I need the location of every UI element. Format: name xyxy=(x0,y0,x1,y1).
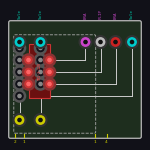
Text: BRA: BRA xyxy=(84,11,87,19)
Circle shape xyxy=(34,54,47,66)
Circle shape xyxy=(34,36,47,48)
Text: TQ1-3-12V: TQ1-3-12V xyxy=(37,61,41,80)
Circle shape xyxy=(22,78,35,90)
Circle shape xyxy=(18,118,21,122)
Text: FLIP: FLIP xyxy=(99,9,102,19)
Circle shape xyxy=(39,40,42,44)
Circle shape xyxy=(43,78,56,90)
Text: 2: 2 xyxy=(14,140,16,144)
Circle shape xyxy=(84,40,87,44)
Circle shape xyxy=(16,92,23,100)
Text: Sole: Sole xyxy=(39,9,42,19)
Circle shape xyxy=(18,46,21,50)
Circle shape xyxy=(39,46,42,50)
Circle shape xyxy=(18,94,21,98)
Circle shape xyxy=(39,70,42,74)
Circle shape xyxy=(81,38,90,46)
Circle shape xyxy=(39,58,42,62)
Circle shape xyxy=(22,66,35,78)
Circle shape xyxy=(37,80,44,88)
Circle shape xyxy=(37,44,44,52)
Circle shape xyxy=(18,40,21,44)
Circle shape xyxy=(48,70,51,74)
Circle shape xyxy=(48,82,51,86)
Circle shape xyxy=(25,56,32,64)
Circle shape xyxy=(13,78,26,90)
Text: 1: 1 xyxy=(23,140,25,144)
Circle shape xyxy=(109,36,122,48)
Circle shape xyxy=(43,54,56,66)
Circle shape xyxy=(16,44,23,52)
Circle shape xyxy=(13,36,26,48)
Circle shape xyxy=(37,68,44,76)
Circle shape xyxy=(34,78,47,90)
Circle shape xyxy=(13,114,26,126)
Circle shape xyxy=(36,116,45,124)
Circle shape xyxy=(114,40,117,44)
Circle shape xyxy=(15,116,24,124)
Text: Sole: Sole xyxy=(130,9,134,19)
Text: 1: 1 xyxy=(93,140,96,144)
Circle shape xyxy=(27,70,30,74)
Circle shape xyxy=(79,36,92,48)
Circle shape xyxy=(36,38,45,46)
Text: BRA: BRA xyxy=(114,11,117,19)
Circle shape xyxy=(18,82,21,86)
Circle shape xyxy=(15,38,24,46)
Circle shape xyxy=(96,38,105,46)
Circle shape xyxy=(130,40,134,44)
Circle shape xyxy=(46,68,53,76)
FancyBboxPatch shape xyxy=(9,21,141,138)
Circle shape xyxy=(43,66,56,78)
Circle shape xyxy=(22,54,35,66)
Circle shape xyxy=(46,56,53,64)
Circle shape xyxy=(13,66,26,78)
Circle shape xyxy=(34,42,47,54)
Circle shape xyxy=(25,80,32,88)
Bar xyxy=(28,44,50,98)
Circle shape xyxy=(34,114,47,126)
Circle shape xyxy=(25,68,32,76)
Circle shape xyxy=(18,58,21,62)
Circle shape xyxy=(16,68,23,76)
Circle shape xyxy=(128,38,136,46)
Text: 4: 4 xyxy=(105,140,108,144)
Circle shape xyxy=(37,56,44,64)
Circle shape xyxy=(27,82,30,86)
Circle shape xyxy=(48,58,51,62)
Circle shape xyxy=(13,54,26,66)
Circle shape xyxy=(46,80,53,88)
Circle shape xyxy=(99,40,102,44)
Circle shape xyxy=(39,118,42,122)
Circle shape xyxy=(126,36,138,48)
Circle shape xyxy=(27,58,30,62)
Circle shape xyxy=(13,42,26,54)
Circle shape xyxy=(18,70,21,74)
Circle shape xyxy=(94,36,107,48)
Circle shape xyxy=(13,90,26,102)
Circle shape xyxy=(34,66,47,78)
Circle shape xyxy=(39,82,42,86)
Text: Sole: Sole xyxy=(18,9,21,19)
Circle shape xyxy=(111,38,120,46)
Circle shape xyxy=(16,80,23,88)
Circle shape xyxy=(16,56,23,64)
